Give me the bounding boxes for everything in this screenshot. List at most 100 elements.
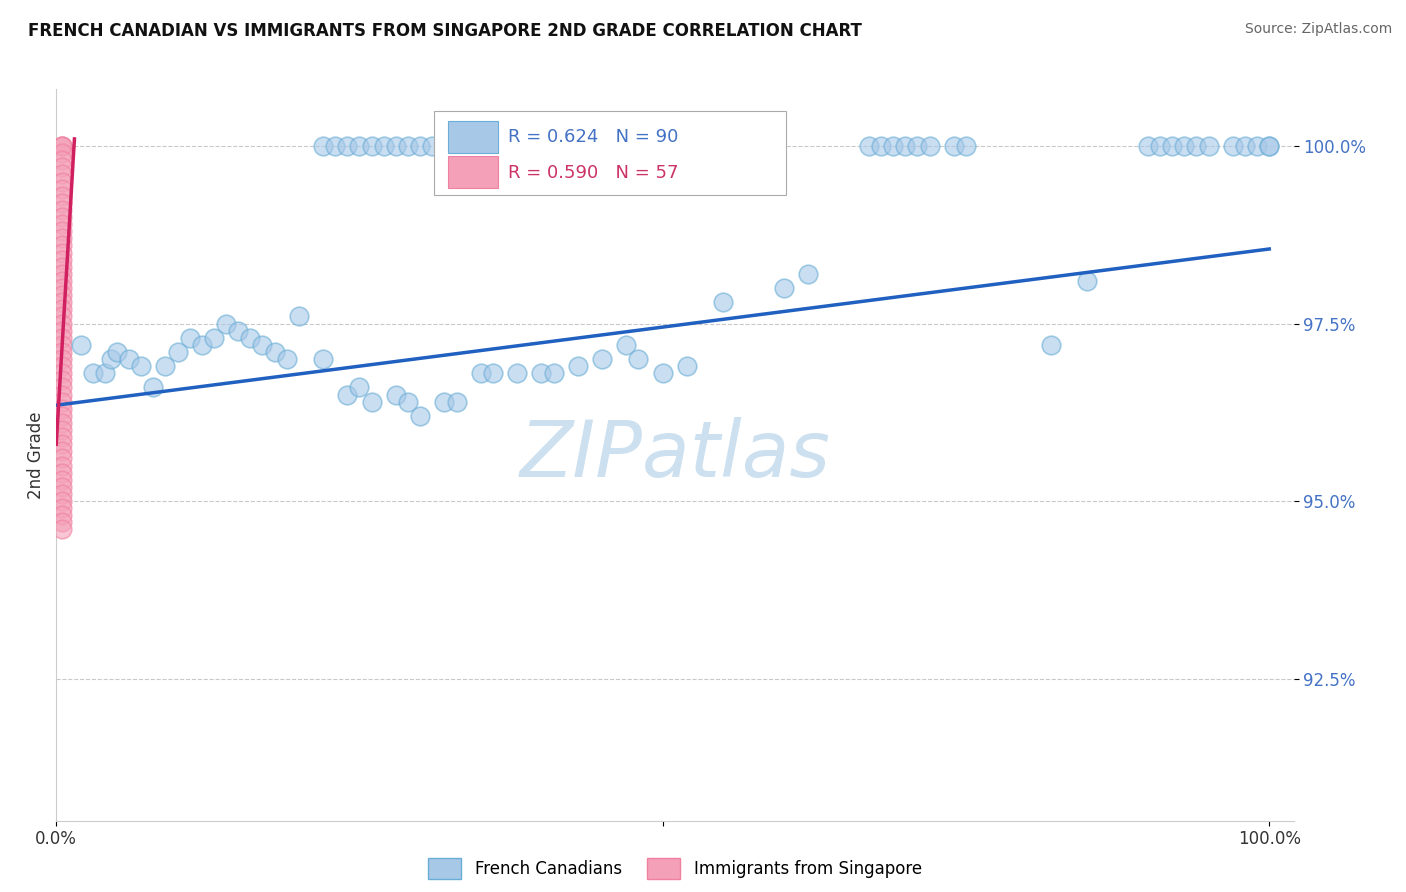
Text: ZIPatlas: ZIPatlas (519, 417, 831, 493)
Point (530, 139, 553, 153)
Point (567, 139, 589, 153)
Point (51, 238, 73, 252)
Point (51, 394, 73, 409)
Point (215, 317, 238, 331)
Point (51, 331, 73, 345)
Point (105, 345, 128, 359)
Point (51, 409, 73, 423)
Point (603, 139, 626, 153)
Point (51, 437, 73, 451)
Point (1258, 139, 1281, 153)
Text: Source: ZipAtlas.com: Source: ZipAtlas.com (1244, 22, 1392, 37)
Point (51, 267, 73, 281)
Point (894, 139, 917, 153)
Point (1136, 139, 1159, 153)
Point (543, 366, 565, 380)
Point (263, 345, 285, 359)
Point (129, 359, 152, 373)
Point (385, 387, 408, 401)
Point (51, 217, 73, 231)
Point (1246, 139, 1268, 153)
Point (373, 139, 395, 153)
Bar (449, 156, 498, 188)
Point (51, 202, 73, 217)
Point (470, 366, 492, 380)
Point (51, 352, 73, 367)
Point (51, 260, 73, 274)
Point (433, 394, 456, 409)
Point (288, 310, 311, 324)
Point (51, 188, 73, 202)
Point (51, 451, 73, 466)
FancyBboxPatch shape (433, 112, 786, 195)
Point (82, 366, 104, 380)
Point (51, 274, 73, 288)
Point (1258, 139, 1281, 153)
Point (51, 359, 73, 373)
Point (94, 366, 117, 380)
Point (506, 139, 529, 153)
Point (482, 366, 505, 380)
Point (1222, 139, 1244, 153)
Point (51, 139, 73, 153)
Point (51, 174, 73, 188)
Point (446, 394, 468, 409)
Point (1039, 338, 1062, 352)
Point (51, 480, 73, 494)
Text: R = 0.624   N = 90: R = 0.624 N = 90 (508, 128, 678, 146)
Point (51, 153, 73, 168)
Point (51, 245, 73, 260)
Point (1076, 274, 1098, 288)
Point (51, 373, 73, 387)
Point (360, 394, 382, 409)
Text: R = 0.590   N = 57: R = 0.590 N = 57 (508, 163, 678, 182)
Point (349, 139, 371, 153)
Point (858, 139, 880, 153)
Point (51, 181, 73, 195)
Point (179, 331, 201, 345)
Point (51, 401, 73, 416)
Point (907, 139, 929, 153)
Point (360, 139, 382, 153)
Point (51, 444, 73, 458)
Point (51, 146, 73, 161)
Point (142, 380, 165, 394)
Point (252, 338, 274, 352)
Point (51, 466, 73, 480)
Point (51, 302, 73, 317)
Y-axis label: 2nd Grade: 2nd Grade (27, 411, 45, 499)
Point (1149, 139, 1171, 153)
Point (323, 139, 346, 153)
Point (396, 394, 419, 409)
Point (420, 139, 443, 153)
Point (276, 352, 298, 367)
Point (797, 267, 820, 281)
Point (409, 139, 432, 153)
Point (506, 366, 529, 380)
Point (349, 380, 371, 394)
Point (614, 338, 637, 352)
Point (1161, 139, 1184, 153)
Point (51, 168, 73, 182)
Point (567, 359, 589, 373)
Point (942, 139, 965, 153)
Point (51, 324, 73, 338)
Point (614, 139, 637, 153)
Point (51, 224, 73, 238)
Point (870, 139, 893, 153)
Point (69, 338, 91, 352)
Point (1198, 139, 1220, 153)
Point (312, 352, 335, 367)
Point (651, 366, 673, 380)
Point (494, 139, 516, 153)
Point (51, 231, 73, 245)
Point (591, 139, 613, 153)
Point (1185, 139, 1208, 153)
Legend: French Canadians, Immigrants from Singapore: French Canadians, Immigrants from Singap… (422, 852, 928, 886)
Point (918, 139, 941, 153)
Point (51, 380, 73, 394)
Point (446, 139, 468, 153)
Point (51, 139, 73, 153)
Point (51, 252, 73, 267)
Point (226, 324, 249, 338)
